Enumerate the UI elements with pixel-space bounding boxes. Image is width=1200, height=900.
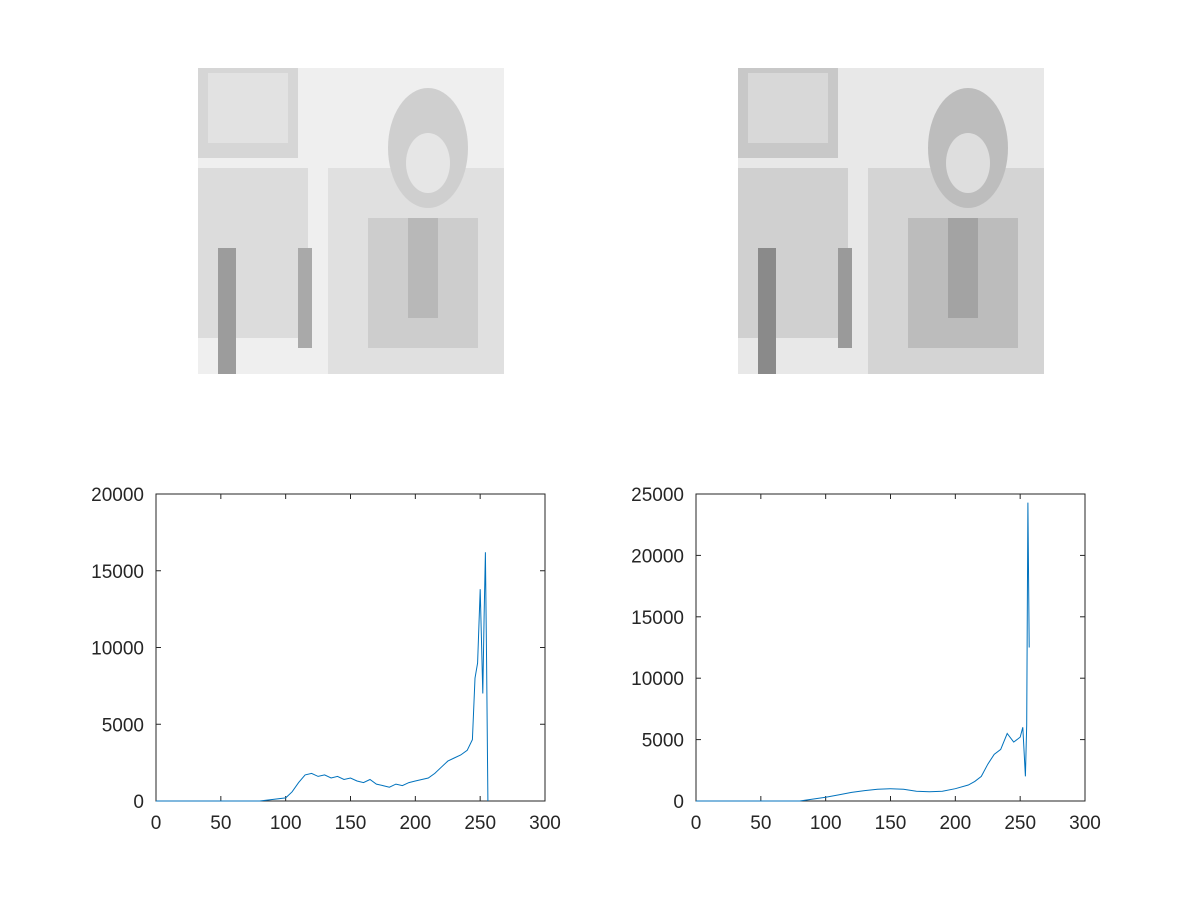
hist-equalized-ytick-label: 20000 — [631, 546, 684, 567]
hist-equalized-ytick-label: 15000 — [631, 608, 684, 629]
hist-original-ytick-label: 20000 — [91, 485, 144, 506]
equalized-image — [738, 68, 1044, 374]
original-image — [198, 68, 504, 374]
hist-original-chart: 0 50 100 150 200 250 300 0 5000 10000 15000 20000 — [91, 485, 561, 834]
hist-equalized-xtick-label: 300 — [1069, 813, 1101, 834]
hist-original-xtick-label: 0 — [151, 813, 162, 834]
hist-equalized-xtick-label: 150 — [875, 813, 907, 834]
hist-equalized-chart: 0 50 100 150 200 250 300 0 5000 10000 15000 20000 25… — [631, 485, 1101, 834]
hist-original-xtick-label: 50 — [210, 813, 231, 834]
hist-original-ytick-label: 10000 — [91, 639, 144, 660]
equalized-image-graphic — [738, 68, 1044, 374]
hist-original-series-line-0 — [156, 552, 489, 802]
hist-equalized-ytick-label: 25000 — [631, 485, 684, 506]
hist-equalized-xtick-label: 0 — [691, 813, 702, 834]
hist-equalized-xtick-label: 50 — [750, 813, 771, 834]
hist-original-xtick-label: 250 — [464, 813, 496, 834]
hist-equalized-xtick-label: 200 — [939, 813, 971, 834]
hist-equalized-ytick-label: 0 — [673, 792, 684, 813]
hist-original-xtick-label: 150 — [335, 813, 367, 834]
hist-equalized-ytick-label: 5000 — [642, 731, 684, 752]
hist-original-ytick-label: 0 — [133, 792, 144, 813]
hist-original-xtick-label: 300 — [529, 813, 561, 834]
hist-original-ytick-label: 15000 — [91, 562, 144, 583]
original-image-graphic — [198, 68, 504, 374]
hist-equalized-series-line-0 — [696, 502, 1030, 802]
hist-original-ytick-label: 5000 — [102, 715, 144, 736]
hist-equalized-xtick-label: 100 — [810, 813, 842, 834]
hist-equalized-ytick-label: 10000 — [631, 669, 684, 690]
hist-original-xtick-label: 100 — [270, 813, 302, 834]
hist-equalized-xtick-label: 250 — [1004, 813, 1036, 834]
hist-original-xtick-label: 200 — [399, 813, 431, 834]
